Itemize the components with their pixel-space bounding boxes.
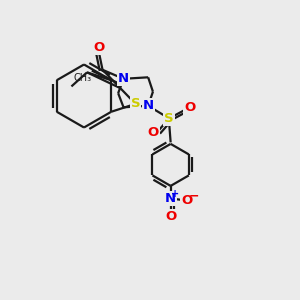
Text: −: − (188, 190, 199, 202)
Text: O: O (148, 126, 159, 139)
Text: O: O (182, 194, 193, 206)
Text: O: O (93, 41, 105, 54)
Text: O: O (184, 101, 196, 114)
Text: N: N (165, 192, 176, 205)
Text: N: N (142, 99, 154, 112)
Text: O: O (165, 210, 176, 223)
Text: +: + (171, 189, 179, 199)
Text: S: S (131, 98, 140, 110)
Text: N: N (118, 72, 129, 85)
Text: CH₃: CH₃ (74, 73, 92, 82)
Text: S: S (164, 112, 174, 125)
